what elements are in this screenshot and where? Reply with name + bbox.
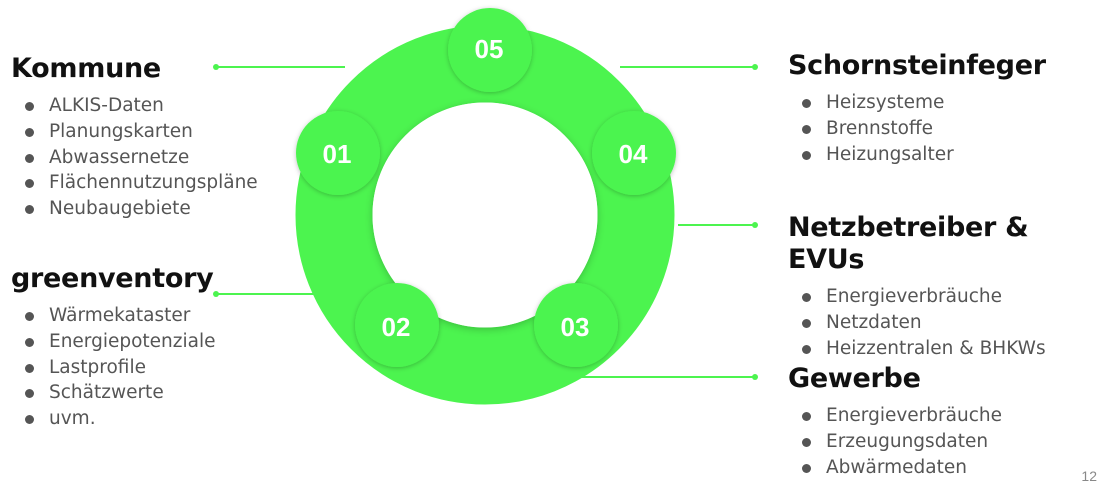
connector-dot-kommune <box>213 64 219 70</box>
group-title: Netzbetreiber & EVUs <box>788 212 1029 275</box>
list-item: Flächennutzungspläne <box>11 170 258 196</box>
group-title: Schornsteinfeger <box>788 50 1046 81</box>
bubble-02 <box>355 283 439 367</box>
bullet-icon <box>25 102 34 111</box>
bullet-icon <box>802 318 811 328</box>
segment-label-04: 04 <box>619 139 648 169</box>
segment-label-01: 01 <box>323 139 352 169</box>
segment-label-05: 05 <box>475 34 504 64</box>
list-item: Wärmekataster <box>11 303 215 329</box>
list-item: Neubaugebiete <box>11 196 258 222</box>
connector-dot-greenventory <box>213 291 219 297</box>
list-item: Schätzwerte <box>11 380 215 406</box>
list-item: Erzeugungsdaten <box>788 429 1002 455</box>
group-schornsteinfeger: Schornsteinfeger Heizsysteme Brennstoffe… <box>788 50 1046 167</box>
bullet-icon <box>25 205 34 215</box>
page-number: 12 <box>1081 468 1097 484</box>
bullet-icon <box>802 463 811 473</box>
ring-hole <box>372 102 598 328</box>
bubble-04 <box>592 111 676 195</box>
bubble-03 <box>534 283 618 367</box>
segment-label-03: 03 <box>561 312 590 342</box>
group-list: Energieverbräuche Netzdaten Heizzentrale… <box>788 284 1105 361</box>
bullet-icon <box>25 312 34 321</box>
group-title: Gewerbe <box>788 363 921 394</box>
list-item: Energieverbräuche <box>788 403 1002 429</box>
bullet-icon <box>802 150 811 160</box>
list-item: Heizzentralen & BHKWs <box>788 336 1105 362</box>
bullet-icon <box>802 293 811 302</box>
list-item: Abwassernetze <box>11 145 258 171</box>
group-list: Energieverbräuche Erzeugungsdaten Abwärm… <box>788 403 1002 480</box>
bullet-icon <box>25 363 34 373</box>
group-gewerbe: Gewerbe Energieverbräuche Erzeugungsdate… <box>788 363 1002 480</box>
connector-dot-schornsteinfeger <box>752 64 758 70</box>
bullet-icon <box>802 124 811 134</box>
bullet-icon <box>802 99 811 108</box>
list-item: Heizsysteme <box>788 90 1046 116</box>
bullet-icon <box>802 412 811 421</box>
group-kommune: Kommune ALKIS-Daten Planungskarten Abwas… <box>11 53 258 222</box>
segment-bubbles <box>296 8 676 367</box>
list-item: ALKIS-Daten <box>11 93 258 119</box>
bullet-icon <box>25 179 34 189</box>
list-item: Netzdaten <box>788 310 1105 336</box>
group-list: ALKIS-Daten Planungskarten Abwassernetze… <box>11 93 258 222</box>
bullet-icon <box>25 127 34 137</box>
group-list: Wärmekataster Energiepotenziale Lastprof… <box>11 303 215 432</box>
bubble-05 <box>448 8 532 92</box>
bullet-icon <box>25 337 34 347</box>
connector-dot-gewerbe <box>752 374 758 380</box>
list-item: Abwärmedaten <box>788 455 1002 481</box>
list-item: Planungskarten <box>11 119 258 145</box>
group-title: greenventory <box>11 263 214 294</box>
list-item: Heizungsalter <box>788 142 1046 168</box>
segment-label-02: 02 <box>382 312 411 342</box>
list-item: Energiepotenziale <box>11 329 215 355</box>
group-list: Heizsysteme Brennstoffe Heizungsalter <box>788 90 1046 167</box>
bullet-icon <box>25 389 34 399</box>
group-title: Kommune <box>11 53 161 84</box>
group-greenventory: greenventory Wärmekataster Energiepotenz… <box>11 263 215 432</box>
list-item: Brennstoffe <box>788 116 1046 142</box>
list-item: Energieverbräuche <box>788 284 1105 310</box>
list-item: uvm. <box>11 406 215 432</box>
bullet-icon <box>802 344 811 354</box>
connector-lines <box>213 64 758 380</box>
connector-dot-netzbetreiber <box>752 222 758 228</box>
bullet-icon <box>25 153 34 163</box>
bubble-01 <box>296 111 380 195</box>
bullet-icon <box>25 415 34 425</box>
bullet-icon <box>802 437 811 447</box>
group-netzbetreiber: Netzbetreiber & EVUs Energieverbräuche N… <box>788 212 1105 361</box>
list-item: Lastprofile <box>11 355 215 381</box>
